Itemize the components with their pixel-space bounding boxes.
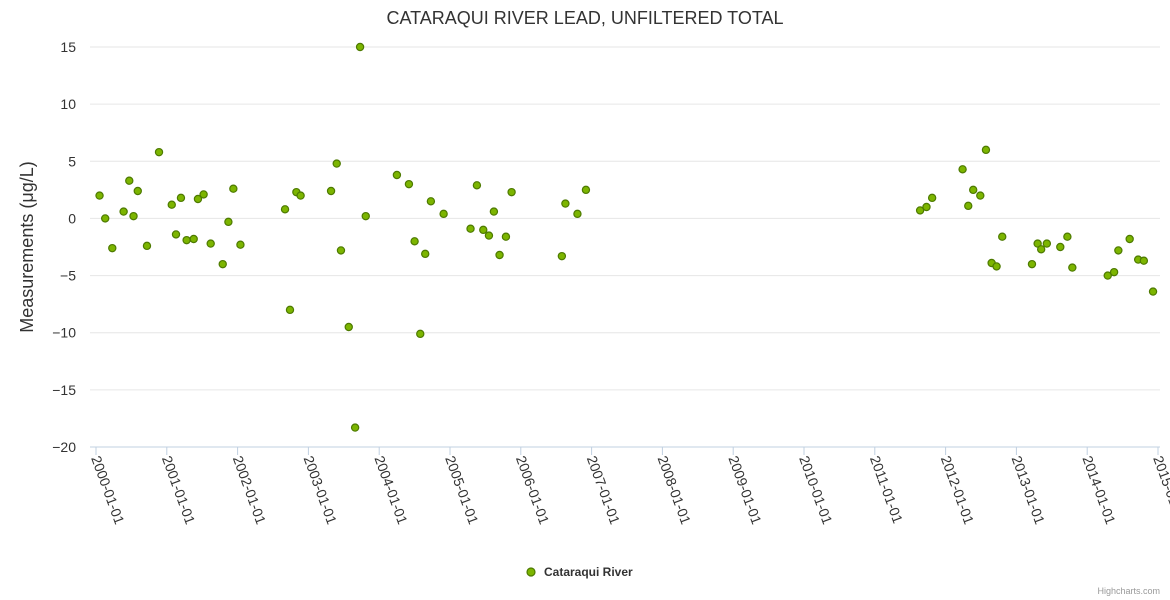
data-point[interactable] [1114,246,1123,255]
data-point[interactable] [439,209,448,219]
data-point[interactable] [501,232,511,241]
data-point[interactable] [1056,242,1065,252]
data-point[interactable] [992,262,1001,271]
y-axis-label: Measurements (μg/L) [17,161,37,332]
data-point[interactable] [199,190,208,199]
data-point[interactable] [479,225,488,235]
data-point[interactable] [171,230,181,239]
data-point[interactable] [236,240,245,249]
chart-title: CATARAQUI RIVER LEAD, UNFILTERED TOTAL [386,8,783,28]
data-point[interactable] [1027,259,1037,269]
data-point[interactable] [915,206,925,215]
data-point[interactable] [416,329,425,339]
credit-link[interactable]: Highcharts.com [1097,586,1160,596]
data-point[interactable] [927,193,937,203]
data-point[interactable] [193,194,203,204]
data-point[interactable] [976,191,985,200]
data-point[interactable] [421,249,430,259]
data-point[interactable] [125,176,134,185]
data-point[interactable] [404,179,414,189]
data-point[interactable] [326,186,336,196]
data-point[interactable] [410,237,419,246]
y-tick-label: −15 [52,382,76,398]
data-point[interactable] [1036,245,1046,254]
y-tick-label: 10 [60,96,76,112]
data-point[interactable] [189,234,198,244]
series-cataraqui-river [95,42,1158,432]
data-point[interactable] [1148,287,1158,296]
data-point[interactable] [998,232,1007,241]
data-point[interactable] [581,185,591,195]
data-point[interactable] [958,165,967,174]
data-point[interactable] [969,185,978,195]
data-point[interactable] [355,42,365,52]
data-point[interactable] [922,202,931,212]
data-point[interactable] [495,250,504,260]
grid-lines [90,46,1160,391]
data-point[interactable] [154,147,164,157]
data-point[interactable] [224,217,233,227]
data-point[interactable] [218,259,227,269]
data-point[interactable] [1139,256,1149,265]
data-point[interactable] [133,186,142,196]
data-point[interactable] [336,246,346,255]
data-point[interactable] [1103,271,1112,280]
data-point[interactable] [95,191,104,200]
data-point[interactable] [296,191,305,200]
data-point[interactable] [573,209,582,219]
data-point[interactable] [484,231,494,240]
data-point[interactable] [344,322,353,332]
data-point[interactable] [280,205,290,214]
data-point[interactable] [206,239,215,248]
data-point[interactable] [350,423,360,432]
y-tick-label: −10 [52,325,76,341]
data-point[interactable] [1109,267,1119,277]
data-point[interactable] [981,145,991,155]
data-point[interactable] [142,241,152,251]
data-point[interactable] [332,159,341,168]
data-point[interactable] [361,211,370,221]
data-point[interactable] [557,251,567,261]
y-axis-ticks: 15 10 5 0 −5 −10 −15 −20 [52,39,76,455]
data-point[interactable] [182,235,191,245]
legend[interactable]: Cataraqui River [526,565,633,579]
y-tick-label: 0 [68,210,76,226]
data-point[interactable] [167,200,176,209]
data-point[interactable] [561,199,570,208]
data-point[interactable] [1068,263,1077,272]
data-point[interactable] [507,187,516,197]
data-point[interactable] [101,214,110,223]
y-tick-label: 5 [68,153,76,169]
data-point[interactable] [1042,239,1052,248]
data-point[interactable] [108,243,117,253]
data-point[interactable] [129,211,138,221]
data-point[interactable] [1063,232,1072,241]
data-point[interactable] [1125,234,1134,244]
legend-marker [526,567,536,577]
legend-label[interactable]: Cataraqui River [544,565,633,579]
y-tick-label: −5 [60,268,76,284]
data-point[interactable] [285,305,295,315]
data-point[interactable] [472,181,482,190]
y-tick-label: −20 [52,439,76,455]
y-tick-label: 15 [60,39,76,55]
data-point[interactable] [229,184,238,193]
data-point[interactable] [176,193,186,203]
data-point[interactable] [466,224,475,233]
data-point[interactable] [964,201,973,211]
data-point[interactable] [426,197,436,206]
data-point[interactable] [489,207,499,216]
data-point[interactable] [392,170,402,180]
data-point[interactable] [119,207,128,216]
